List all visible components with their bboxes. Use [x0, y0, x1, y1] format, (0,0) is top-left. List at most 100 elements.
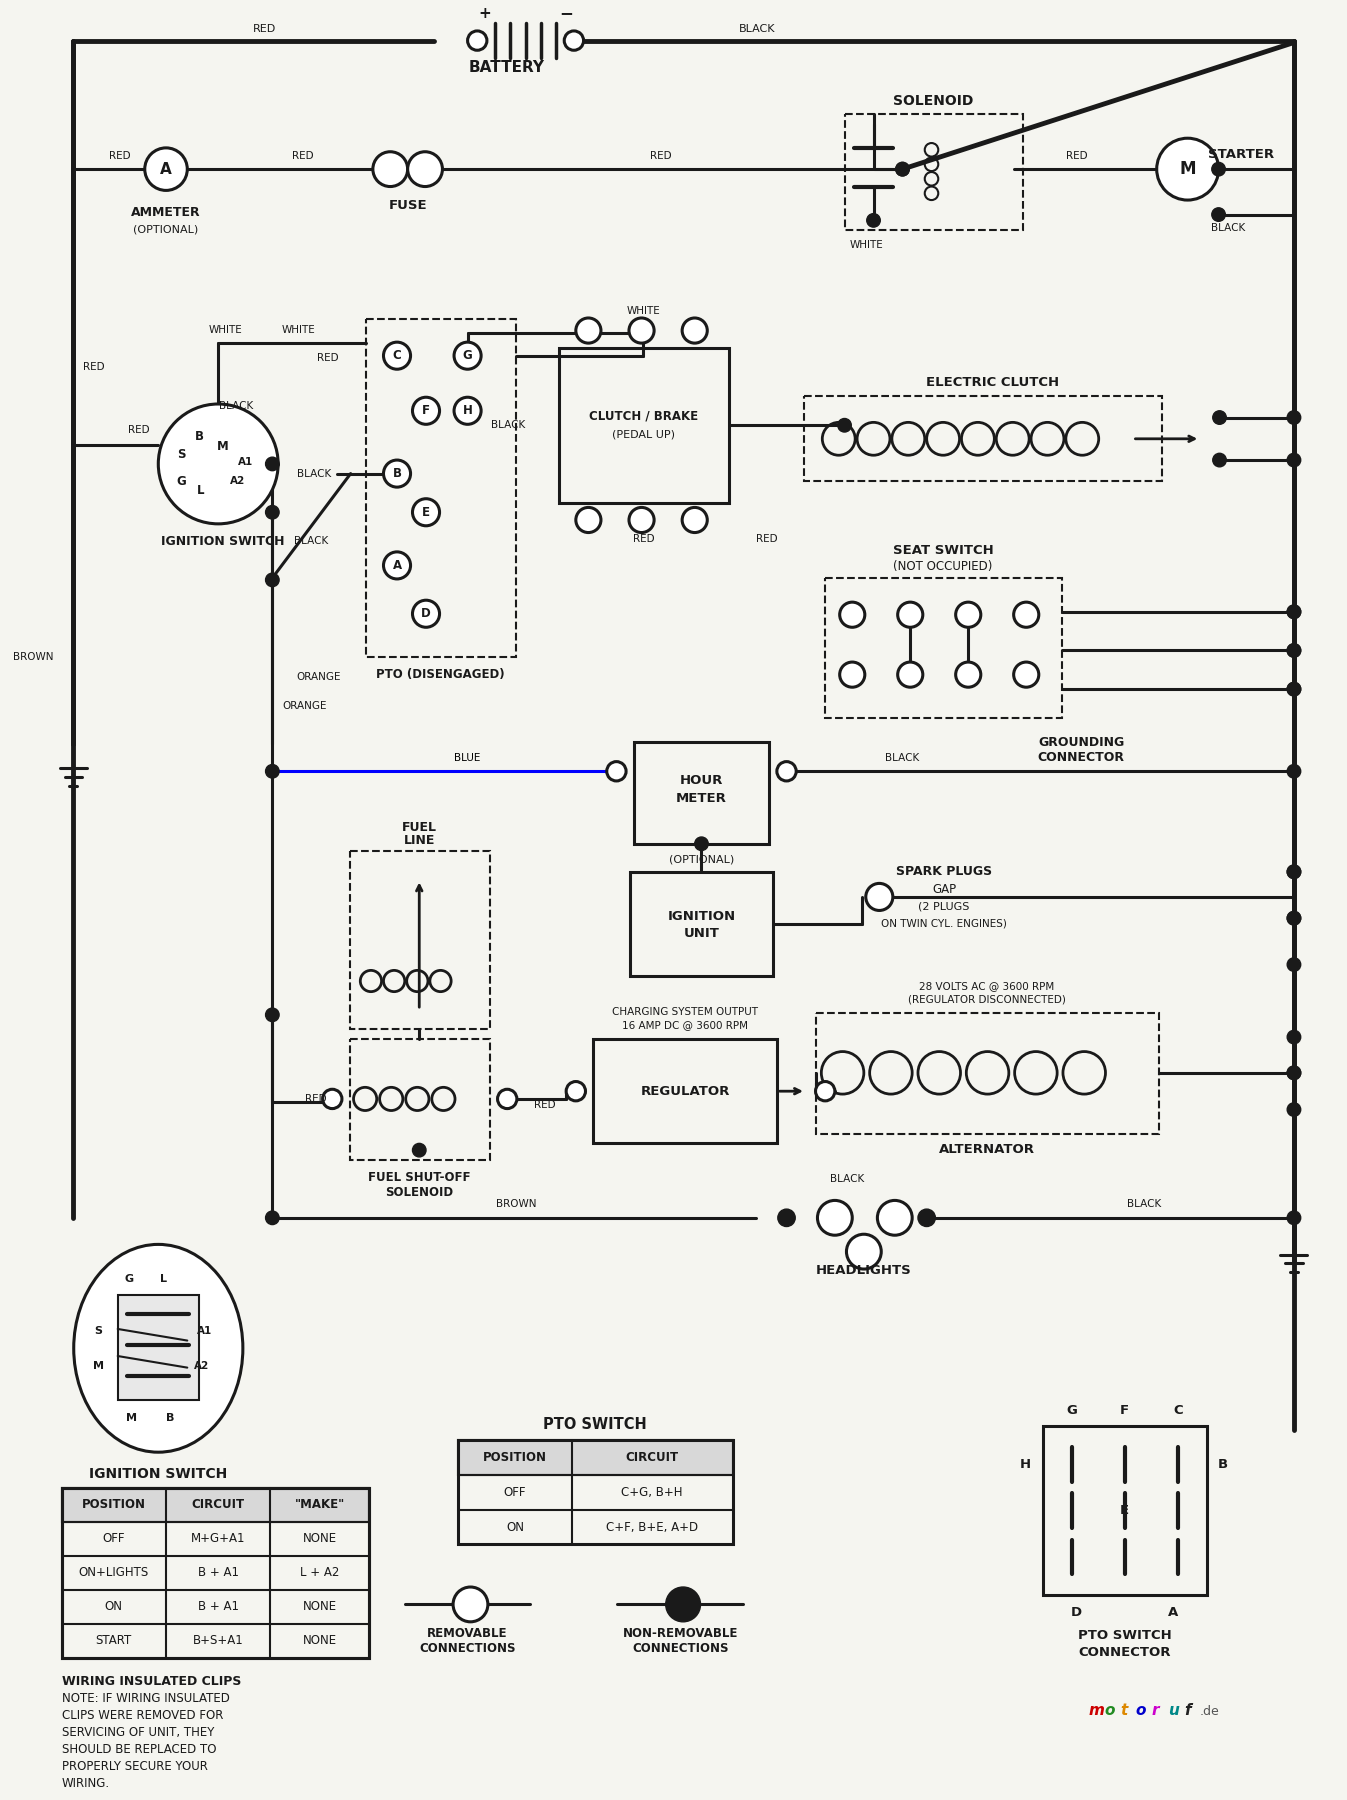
Bar: [826, 578, 1061, 718]
Text: WHITE: WHITE: [626, 306, 660, 317]
Text: FUSE: FUSE: [388, 200, 427, 212]
Circle shape: [1288, 958, 1301, 972]
Ellipse shape: [74, 1244, 242, 1453]
Circle shape: [1014, 662, 1039, 688]
Text: NONE: NONE: [303, 1600, 337, 1613]
Circle shape: [896, 162, 909, 176]
Text: SEAT SWITCH: SEAT SWITCH: [893, 544, 994, 558]
Circle shape: [454, 342, 481, 369]
Text: M: M: [217, 439, 229, 454]
Text: WHITE: WHITE: [282, 324, 315, 335]
Circle shape: [265, 1211, 279, 1224]
Text: F: F: [1121, 1404, 1129, 1417]
Text: G: G: [125, 1274, 133, 1283]
Circle shape: [1288, 866, 1301, 878]
Circle shape: [412, 499, 439, 526]
Circle shape: [1288, 605, 1301, 619]
Bar: [350, 851, 490, 1030]
Text: REGULATOR: REGULATOR: [640, 1085, 730, 1098]
Text: LINE: LINE: [404, 835, 435, 848]
Circle shape: [1288, 682, 1301, 697]
Text: RED: RED: [109, 151, 131, 160]
Circle shape: [1288, 454, 1301, 466]
Circle shape: [412, 398, 439, 425]
Bar: [117, 1296, 199, 1400]
Text: RED: RED: [633, 535, 655, 544]
Bar: [634, 742, 769, 844]
Text: BLACK: BLACK: [296, 468, 331, 479]
Text: RED: RED: [535, 1100, 556, 1111]
Text: BLACK: BLACK: [492, 419, 525, 430]
Circle shape: [566, 1082, 586, 1102]
Text: NONE: NONE: [303, 1532, 337, 1544]
Text: CONNECTIONS: CONNECTIONS: [419, 1642, 516, 1656]
Text: 16 AMP DC @ 3600 RPM: 16 AMP DC @ 3600 RPM: [622, 1021, 748, 1030]
Text: S: S: [178, 448, 186, 461]
Text: L: L: [160, 1274, 167, 1283]
Circle shape: [897, 662, 923, 688]
Text: BROWN: BROWN: [13, 652, 54, 662]
Circle shape: [818, 1201, 853, 1235]
Circle shape: [1157, 139, 1219, 200]
Text: BLACK: BLACK: [885, 752, 920, 763]
Text: CONNECTOR: CONNECTOR: [1079, 1647, 1171, 1660]
Bar: [1043, 1426, 1207, 1595]
Text: PTO (DISENGAGED): PTO (DISENGAGED): [376, 668, 505, 680]
Text: (2 PLUGS: (2 PLUGS: [919, 902, 970, 911]
Text: START: START: [96, 1634, 132, 1647]
Text: D: D: [422, 607, 431, 621]
Bar: [815, 1013, 1158, 1134]
Text: GAP: GAP: [932, 882, 956, 896]
Bar: [62, 1489, 369, 1658]
Text: FUEL: FUEL: [401, 821, 436, 833]
Circle shape: [265, 506, 279, 518]
Bar: [458, 1440, 733, 1544]
Bar: [804, 396, 1161, 481]
Circle shape: [322, 1089, 342, 1109]
Text: t: t: [1119, 1703, 1127, 1719]
Circle shape: [453, 1588, 488, 1622]
Text: SPARK PLUGS: SPARK PLUGS: [896, 866, 993, 878]
Text: BLACK: BLACK: [218, 401, 253, 410]
Text: REMOVABLE: REMOVABLE: [427, 1627, 508, 1640]
Text: .de: .de: [1200, 1705, 1219, 1719]
Circle shape: [454, 398, 481, 425]
Text: RED: RED: [757, 535, 779, 544]
Text: L + A2: L + A2: [300, 1566, 339, 1579]
Bar: [366, 319, 516, 657]
Circle shape: [1288, 644, 1301, 657]
Text: D: D: [1071, 1606, 1082, 1618]
Text: A: A: [392, 560, 401, 572]
Text: WHITE: WHITE: [209, 324, 242, 335]
Bar: [593, 1039, 777, 1143]
Circle shape: [846, 1235, 881, 1269]
Circle shape: [1288, 765, 1301, 778]
Text: FUEL SHUT-OFF: FUEL SHUT-OFF: [368, 1170, 470, 1184]
Text: M: M: [125, 1413, 137, 1422]
Text: RED: RED: [128, 425, 150, 436]
Text: NONE: NONE: [303, 1634, 337, 1647]
Text: WHITE: WHITE: [850, 239, 884, 250]
Circle shape: [575, 508, 601, 533]
Text: ALTERNATOR: ALTERNATOR: [939, 1143, 1034, 1156]
Text: (NOT OCCUPIED): (NOT OCCUPIED): [893, 560, 993, 572]
Text: S: S: [94, 1327, 102, 1336]
Circle shape: [1288, 1211, 1301, 1224]
Text: RED: RED: [304, 1094, 327, 1103]
Text: STARTER: STARTER: [1208, 148, 1274, 162]
Circle shape: [1212, 207, 1226, 221]
Circle shape: [629, 508, 655, 533]
Text: HOUR: HOUR: [680, 774, 723, 787]
Text: G: G: [463, 349, 473, 362]
Text: RED: RED: [292, 151, 314, 160]
Text: SOLENOID: SOLENOID: [893, 94, 974, 108]
Text: L: L: [197, 484, 205, 497]
Text: CIRCUIT: CIRCUIT: [191, 1498, 245, 1512]
Circle shape: [606, 761, 626, 781]
Circle shape: [955, 662, 981, 688]
Circle shape: [1288, 911, 1301, 925]
Circle shape: [866, 884, 893, 911]
Text: o: o: [1136, 1703, 1146, 1719]
Text: CHARGING SYSTEM OUTPUT: CHARGING SYSTEM OUTPUT: [612, 1006, 758, 1017]
Bar: [458, 1440, 733, 1474]
